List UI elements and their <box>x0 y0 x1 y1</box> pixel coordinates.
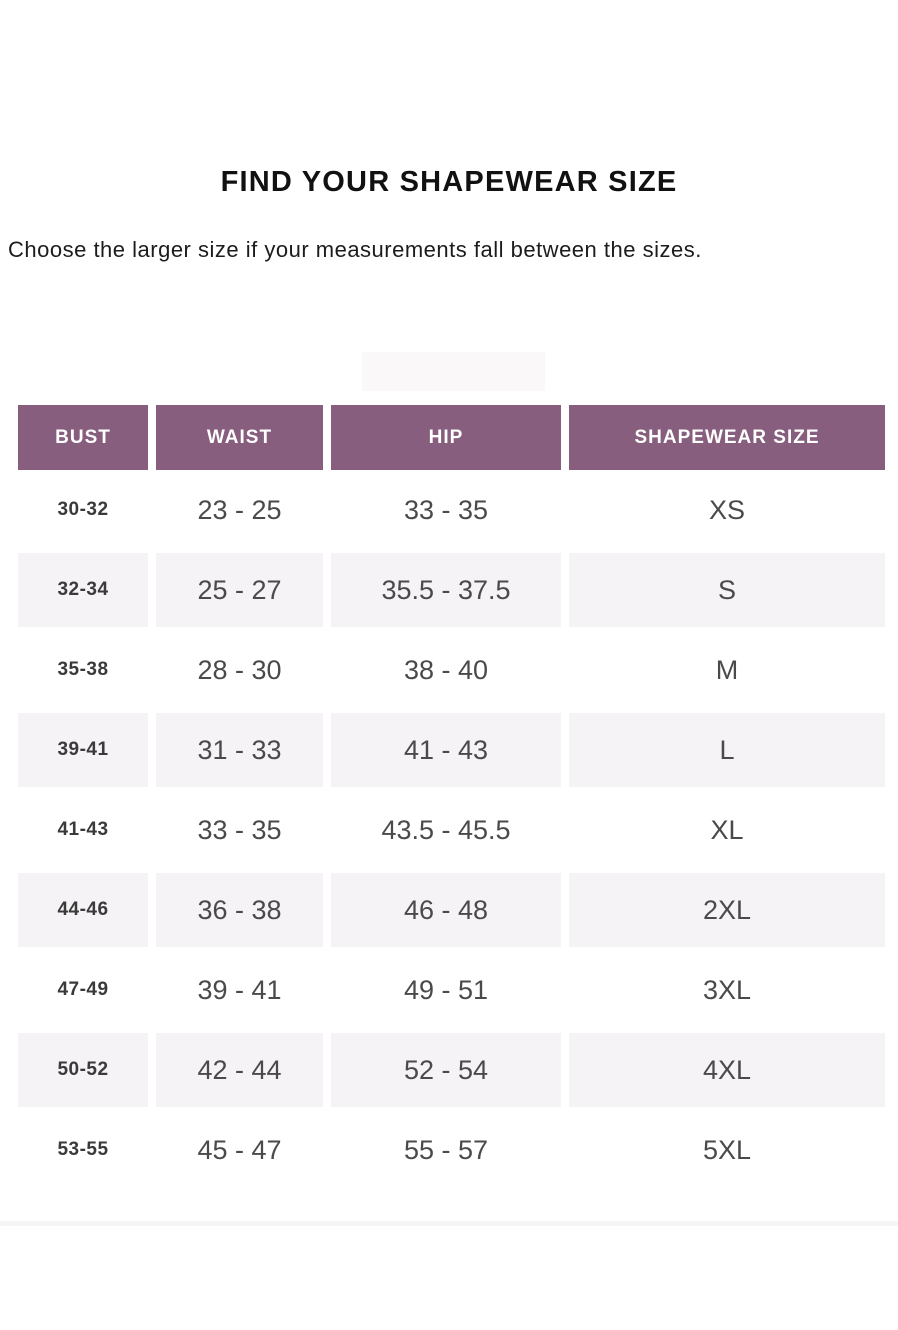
faded-watermark-box <box>362 352 545 391</box>
hip-cell: 41 - 43 <box>331 710 561 790</box>
size-cell: 2XL <box>569 870 885 950</box>
waist-cell: 45 - 47 <box>197 1134 282 1165</box>
hip-cell: 38 - 40 <box>403 654 489 685</box>
page-title: FIND YOUR SHAPEWEAR SIZE <box>220 166 678 198</box>
bust-cell: 35-38 <box>57 659 109 680</box>
hip-cell: 52 - 54 <box>331 1030 561 1110</box>
size-chart-table: BUST WAIST HIP SHAPEWEAR SIZE 30-32 23 -… <box>18 405 885 1190</box>
hip-cell: 43.5 - 45.5 <box>381 814 511 845</box>
hip-cell: 49 - 51 <box>403 974 489 1005</box>
table-row: 39-41 31 - 33 41 - 43 L <box>18 710 885 790</box>
bust-cell: 44-46 <box>18 870 148 950</box>
hip-cell: 55 - 57 <box>403 1134 489 1165</box>
size-cell: 3XL <box>702 974 752 1005</box>
size-cell: S <box>569 550 885 630</box>
header-cell-bust: BUST <box>18 405 148 470</box>
bust-cell: 32-34 <box>18 550 148 630</box>
hip-cell: 33 - 35 <box>403 494 489 525</box>
size-cell: 5XL <box>702 1134 752 1165</box>
size-cell: M <box>715 654 739 685</box>
table-body: 30-32 23 - 25 33 - 35 XS 32-34 25 - 27 3… <box>18 470 885 1190</box>
bust-cell: 53-55 <box>57 1139 109 1160</box>
waist-cell: 42 - 44 <box>156 1030 323 1110</box>
bust-cell: 47-49 <box>57 979 109 1000</box>
hip-cell: 35.5 - 37.5 <box>331 550 561 630</box>
waist-cell: 25 - 27 <box>156 550 323 630</box>
waist-cell: 39 - 41 <box>197 974 282 1005</box>
page-subtitle: Choose the larger size if your measureme… <box>8 237 702 262</box>
header-cell-shapewear-size: SHAPEWEAR SIZE <box>569 405 885 470</box>
waist-cell: 31 - 33 <box>156 710 323 790</box>
bottom-divider <box>0 1221 898 1226</box>
waist-cell: 33 - 35 <box>197 814 282 845</box>
table-row: 50-52 42 - 44 52 - 54 4XL <box>18 1030 885 1110</box>
table-row: 30-32 23 - 25 33 - 35 XS <box>18 470 885 550</box>
waist-cell: 36 - 38 <box>156 870 323 950</box>
table-row: 53-55 45 - 47 55 - 57 5XL <box>18 1110 885 1190</box>
table-header-row: BUST WAIST HIP SHAPEWEAR SIZE <box>18 405 885 470</box>
bust-cell: 39-41 <box>18 710 148 790</box>
hip-cell: 46 - 48 <box>331 870 561 950</box>
size-cell: 4XL <box>569 1030 885 1110</box>
bust-cell: 30-32 <box>57 499 109 520</box>
table-row: 44-46 36 - 38 46 - 48 2XL <box>18 870 885 950</box>
bust-cell: 41-43 <box>57 819 109 840</box>
table-row: 35-38 28 - 30 38 - 40 M <box>18 630 885 710</box>
header-cell-hip: HIP <box>331 405 561 470</box>
size-cell: L <box>569 710 885 790</box>
header-cell-waist: WAIST <box>156 405 323 470</box>
waist-cell: 28 - 30 <box>197 654 282 685</box>
size-cell: XS <box>708 494 746 525</box>
waist-cell: 23 - 25 <box>197 494 282 525</box>
table-row: 32-34 25 - 27 35.5 - 37.5 S <box>18 550 885 630</box>
table-row: 41-43 33 - 35 43.5 - 45.5 XL <box>18 790 885 870</box>
table-row: 47-49 39 - 41 49 - 51 3XL <box>18 950 885 1030</box>
size-cell: XL <box>710 814 744 845</box>
bust-cell: 50-52 <box>18 1030 148 1110</box>
